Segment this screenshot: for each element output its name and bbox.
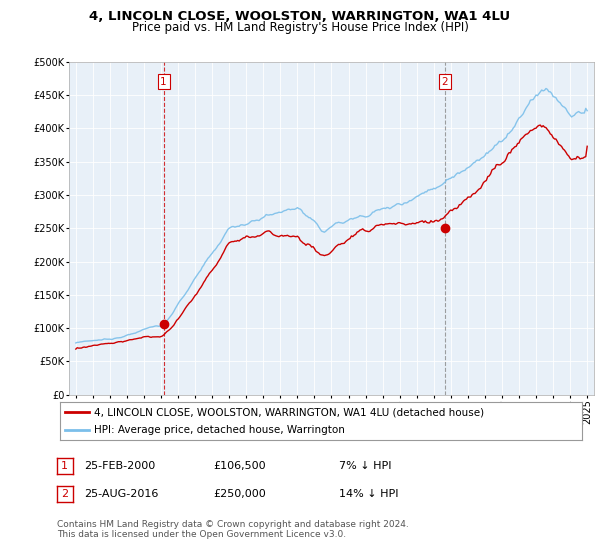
Text: 4, LINCOLN CLOSE, WOOLSTON, WARRINGTON, WA1 4LU: 4, LINCOLN CLOSE, WOOLSTON, WARRINGTON, … — [89, 10, 511, 22]
Text: £250,000: £250,000 — [213, 489, 266, 499]
Text: 4, LINCOLN CLOSE, WOOLSTON, WARRINGTON, WA1 4LU (detached house): 4, LINCOLN CLOSE, WOOLSTON, WARRINGTON, … — [94, 407, 484, 417]
Text: 1: 1 — [61, 461, 68, 471]
Text: 7% ↓ HPI: 7% ↓ HPI — [339, 461, 391, 471]
Text: Price paid vs. HM Land Registry's House Price Index (HPI): Price paid vs. HM Land Registry's House … — [131, 21, 469, 34]
Text: 25-FEB-2000: 25-FEB-2000 — [84, 461, 155, 471]
Text: £106,500: £106,500 — [213, 461, 266, 471]
Text: 14% ↓ HPI: 14% ↓ HPI — [339, 489, 398, 499]
Text: 1: 1 — [160, 77, 167, 87]
Text: 2: 2 — [61, 489, 68, 499]
Text: HPI: Average price, detached house, Warrington: HPI: Average price, detached house, Warr… — [94, 425, 345, 435]
Text: 25-AUG-2016: 25-AUG-2016 — [84, 489, 158, 499]
Text: 2: 2 — [442, 77, 448, 87]
Text: Contains HM Land Registry data © Crown copyright and database right 2024.
This d: Contains HM Land Registry data © Crown c… — [57, 520, 409, 539]
